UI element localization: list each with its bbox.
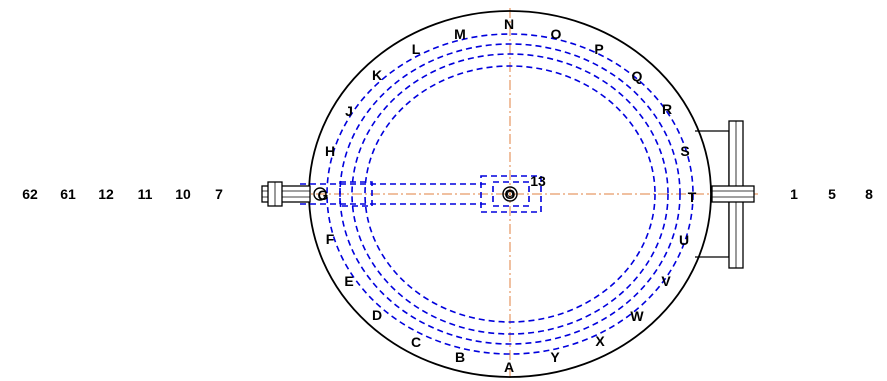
hidden-lines [300,33,694,355]
g-point-marker [313,187,327,201]
label-N: N [504,16,514,32]
hidden-ring-3 [351,53,669,335]
label-V: V [661,273,671,289]
label-M: M [454,26,466,42]
label-C: C [411,334,421,350]
right-number-1: 1 [790,186,798,202]
right-number-5: 5 [828,186,836,202]
label-U: U [679,232,689,248]
right-flange [695,120,755,269]
hidden-ring-1 [326,33,694,355]
label-P: P [594,41,603,57]
label-L: L [412,41,421,57]
left-number-62: 62 [22,186,38,202]
label-A: A [504,359,514,375]
label-K: K [372,67,382,83]
label-B: B [455,349,465,365]
left-number-7: 7 [215,186,223,202]
hub-number-label: 13 [530,173,546,189]
left-number-12: 12 [98,186,114,202]
center-label: O [505,186,516,202]
label-X: X [595,333,605,349]
label-R: R [662,101,672,117]
hub-outer [480,175,542,213]
label-Y: Y [550,349,560,365]
hidden-ring-4 [364,65,656,323]
left-number-11: 11 [138,186,153,202]
left-numbers: 62 61 12 11 10 7 [22,186,223,202]
label-O: O [551,26,562,42]
left-number-61: 61 [60,186,76,202]
label-T: T [688,189,697,205]
label-F: F [326,231,335,247]
right-number-8: 8 [865,186,873,202]
perimeter-labels: N O P Q R S T U V W X Y A B C D E F G H … [318,16,697,375]
label-W: W [630,308,644,324]
center-point [502,186,518,202]
center-lines [262,8,760,378]
left-number-10: 10 [175,186,191,202]
label-J: J [345,103,353,119]
label-Q: Q [632,68,643,84]
label-G: G [318,187,329,203]
right-numbers: 1 5 8 [790,186,873,202]
label-S: S [680,143,689,159]
label-D: D [372,307,382,323]
label-H: H [325,143,335,159]
left-nozzle [261,181,311,207]
label-E: E [344,273,353,289]
